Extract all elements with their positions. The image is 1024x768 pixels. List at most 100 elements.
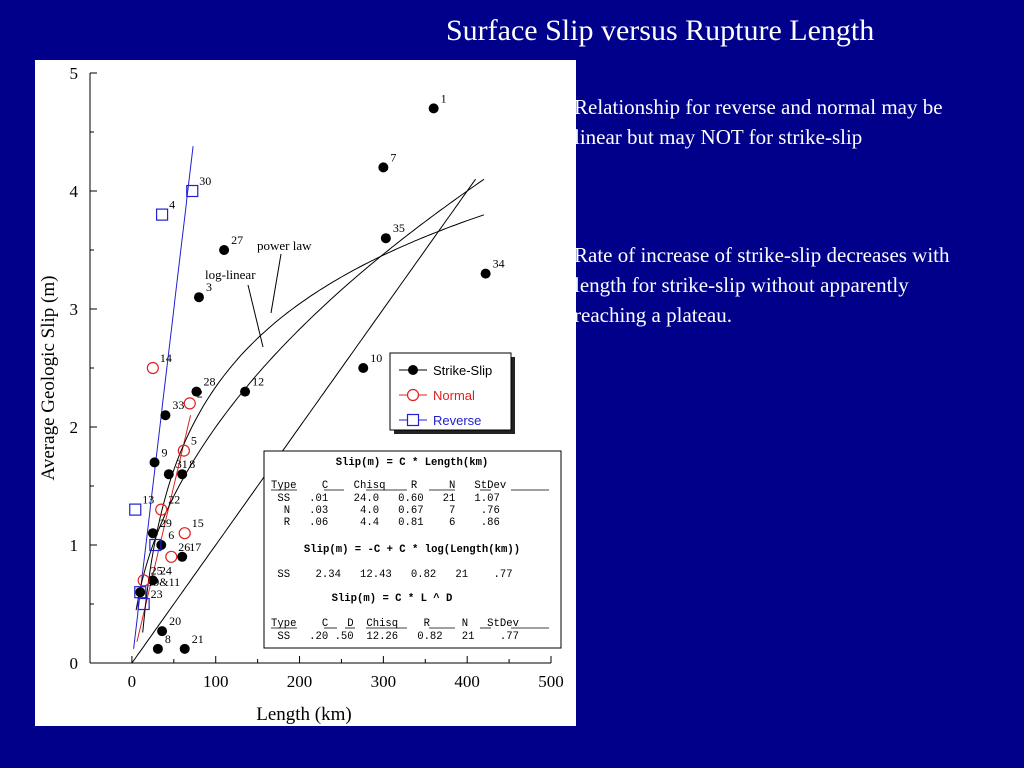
point-reverse — [134, 586, 147, 599]
point-reverse — [149, 538, 162, 552]
point-label: 19&11 — [147, 575, 180, 589]
fit-lines — [131, 146, 485, 664]
fit-line-strike-slip-power — [135, 178, 485, 611]
point-label: 5 — [191, 434, 197, 448]
legend-strike-slip: Strike-Slip — [433, 363, 492, 378]
x-tick-label: 100 — [203, 672, 229, 691]
y-tick-label: 5 — [70, 64, 79, 83]
bullet-strike-slip-rate: Rate of increase of strike-slip decrease… — [574, 243, 950, 327]
point-strike-slip — [147, 575, 158, 586]
point-label: 27 — [231, 233, 243, 247]
table-header-linear: Type C Chisq R N StDev — [271, 480, 506, 492]
table-equation-log: Slip(m) = -C + C * log(Length(km)) — [304, 544, 520, 556]
x-tick-label: 400 — [454, 672, 480, 691]
y-tick-label: 3 — [70, 300, 79, 319]
point-strike-slip — [177, 469, 188, 480]
fit-line-reverse-linear — [133, 146, 194, 649]
point-strike-slip — [147, 528, 158, 539]
point-label: 8 — [165, 632, 171, 646]
table-equation-linear: Slip(m) = C * Length(km) — [336, 457, 489, 469]
legend-strike-slip-marker — [408, 365, 418, 375]
point-strike-slip — [193, 292, 204, 303]
point-label: 12 — [252, 375, 264, 389]
point-reverse — [186, 184, 199, 198]
x-tick-label: 500 — [538, 672, 564, 691]
point-label: 6 — [168, 528, 174, 542]
point-normal — [146, 361, 159, 375]
y-axis-title: Average Geologic Slip (m) — [38, 276, 59, 481]
point-label: 30 — [199, 174, 211, 188]
table-row-power-ss: SS .20 .50 12.26 0.82 21 .77 — [271, 631, 519, 643]
x-tick-label: 0 — [128, 672, 137, 691]
point-strike-slip — [240, 386, 251, 397]
point-label: 24 — [160, 563, 172, 577]
point-label: 31 — [176, 457, 188, 471]
point-reverse — [129, 503, 142, 516]
point-label: 35 — [393, 221, 405, 235]
point-normal — [165, 550, 178, 563]
table-equation-power: Slip(m) = C * L ^ D — [332, 593, 453, 605]
point-strike-slip — [135, 587, 146, 598]
point-label: 21 — [192, 632, 204, 646]
legend-normal-marker — [406, 388, 420, 402]
table-row-log-ss: SS 2.34 12.43 0.82 21 .77 — [271, 569, 513, 581]
point-strike-slip — [163, 469, 174, 480]
point-label: 15 — [192, 516, 204, 530]
point-strike-slip — [378, 162, 389, 173]
point-reverse — [155, 208, 169, 221]
point-label: 14 — [160, 351, 172, 365]
point-strike-slip — [149, 457, 160, 468]
point-label: 20 — [169, 614, 181, 628]
point-strike-slip — [157, 626, 168, 637]
table-row-ss: SS .01 24.0 0.60 21 1.07 — [271, 493, 500, 505]
point-label: 33 — [172, 398, 184, 412]
table-row-n: N .03 4.0 0.67 7 .76 — [271, 505, 500, 517]
fit-line-strike-slip-linear — [131, 178, 477, 664]
point-normal — [137, 574, 150, 587]
data-points — [129, 103, 491, 654]
table-row-r: R .06 4.4 0.81 6 .86 — [271, 517, 500, 529]
y-tick-label: 4 — [70, 182, 79, 201]
point-label: 26 — [178, 540, 190, 554]
point-strike-slip — [191, 386, 202, 397]
point-label: 1 — [441, 91, 447, 105]
x-axis-title: Length (km) — [256, 704, 352, 725]
legend: Strike-Slip Normal Reverse — [389, 352, 515, 434]
point-strike-slip — [428, 103, 439, 114]
slide-title: Surface Slip versus Rupture Length — [446, 14, 875, 47]
legend-reverse-marker — [406, 413, 420, 427]
annotation-power-law: power law — [257, 238, 312, 253]
point-label: 8 — [189, 457, 195, 471]
regression-table: Slip(m) = C * Length(km) Type C Chisq R … — [263, 450, 562, 649]
chart-panel: 0 100 200 300 400 500 0 1 2 3 4 5 1 7 35 34 27 3 10 12 28 33… — [35, 60, 576, 726]
point-label: 13 — [142, 493, 154, 507]
point-normal — [178, 527, 191, 540]
y-tick-label: 0 — [70, 654, 79, 673]
point-strike-slip — [480, 268, 491, 279]
point-label: 7 — [390, 150, 396, 164]
point-label: 34 — [493, 257, 505, 271]
bullet-linear-relationship: Relationship for reverse and normal may … — [574, 95, 943, 149]
point-label: 2 — [197, 386, 203, 400]
table-header-power: Type C D Chisq R N StDev — [271, 618, 519, 630]
legend-reverse: Reverse — [433, 413, 481, 428]
y-tick-label: 2 — [70, 418, 79, 437]
point-label: 4 — [169, 198, 175, 212]
point-label: 22 — [168, 493, 180, 507]
x-tick-label: 200 — [287, 672, 313, 691]
point-label: 29 — [160, 516, 172, 530]
y-tick-label: 1 — [70, 536, 79, 555]
point-label: 9 — [162, 445, 168, 459]
regression-table-box — [263, 450, 562, 649]
point-label: 28 — [203, 375, 215, 389]
point-label: 3 — [206, 280, 212, 294]
x-tick-label: 300 — [371, 672, 397, 691]
point-strike-slip — [179, 643, 190, 654]
point-label: 23 — [151, 587, 163, 601]
point-strike-slip — [160, 410, 171, 421]
point-normal — [177, 444, 190, 457]
point-label: 25 — [151, 563, 163, 577]
point-strike-slip — [380, 233, 391, 244]
